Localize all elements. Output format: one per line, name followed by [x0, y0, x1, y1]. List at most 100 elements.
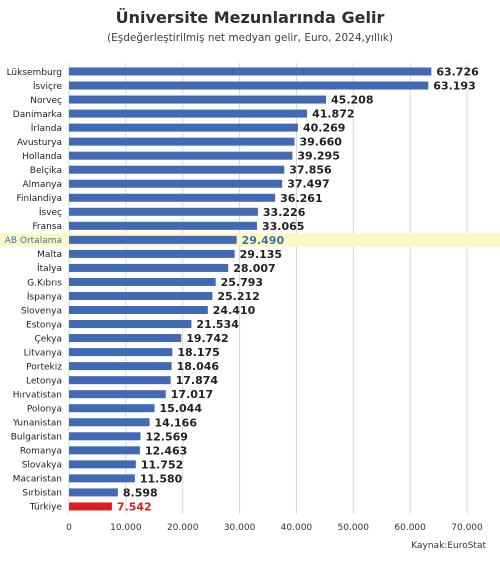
bar [69, 263, 229, 272]
category-label: Letonya [26, 376, 62, 386]
value-label: 12.463 [145, 444, 187, 457]
category-label: Çekya [34, 334, 62, 344]
bar [69, 179, 283, 188]
bar [69, 432, 141, 441]
x-axis-ticks: 0 10.000 20.000 30.000 40.000 50.000 60.000 70.… [66, 523, 483, 533]
value-label: 11.580 [140, 472, 183, 485]
bar [69, 404, 155, 413]
category-label: AB Ortalama [5, 236, 62, 246]
value-label: 11.752 [141, 458, 183, 471]
category-label: Belçika [30, 166, 62, 176]
bar [69, 376, 171, 385]
category-label: G.Kıbrıs [27, 278, 62, 288]
bar [69, 474, 135, 483]
value-label: 45.208 [331, 94, 373, 107]
category-label: Lüksemburg [7, 68, 62, 78]
category-label: Bulgaristan [11, 433, 62, 443]
category-label: İtalya [37, 263, 62, 274]
value-label: 7.542 [117, 500, 152, 513]
value-label: 8.598 [123, 486, 158, 499]
bar [69, 446, 140, 455]
value-label: 14.166 [155, 416, 198, 429]
bar [69, 320, 192, 329]
bar [69, 165, 285, 174]
value-label: 40.269 [303, 122, 345, 135]
value-label: 37.497 [287, 178, 329, 191]
bar [69, 390, 166, 399]
category-labels: Lüksemburg İsviçre Norveç Danimarka İrlanda A… [5, 68, 63, 513]
bar [69, 277, 216, 286]
category-label: Slovakya [22, 461, 62, 471]
bar [69, 488, 118, 497]
bar [69, 193, 276, 202]
bar [69, 502, 112, 511]
x-tick-label: 0 [66, 523, 72, 533]
bar [69, 151, 293, 160]
category-label: Portekiz [26, 362, 62, 372]
value-label: 24.410 [213, 304, 256, 317]
x-tick-label: 50.000 [338, 523, 370, 533]
bar [69, 291, 213, 300]
category-label: Hollanda [22, 152, 62, 162]
x-tick-label: 70.000 [451, 523, 483, 533]
value-label: 25.793 [221, 276, 263, 289]
category-label: İspanya [27, 291, 62, 302]
category-label: İsviçre [33, 81, 63, 92]
category-label: Türkiye [29, 503, 63, 513]
value-label: 39.295 [297, 150, 339, 163]
value-label: 17.874 [176, 374, 219, 387]
category-label: Fransa [32, 222, 62, 232]
value-label: 63.726 [436, 66, 479, 79]
category-label: Malta [37, 250, 62, 260]
category-label: Litvanya [24, 348, 62, 358]
bar [69, 109, 308, 118]
value-label: 33.226 [263, 206, 306, 219]
category-label: Yunanistan [12, 419, 62, 429]
value-label: 29.490 [242, 234, 285, 247]
x-tick-label: 40.000 [281, 523, 313, 533]
category-label: Slovenya [21, 306, 62, 316]
bar [69, 137, 295, 146]
bar [69, 348, 173, 357]
chart-subtitle: (Eşdeğerleştirilmiş net medyan gelir, Eu… [107, 32, 393, 44]
value-label: 33.065 [262, 220, 304, 233]
bar [69, 235, 237, 244]
value-label: 17.017 [171, 388, 213, 401]
value-label: 39.660 [299, 136, 342, 149]
category-label: Sırbistan [22, 489, 62, 499]
value-label: 19.742 [186, 332, 228, 345]
category-label: Danimarka [13, 110, 62, 120]
x-tick-label: 20.000 [167, 523, 199, 533]
x-tick-label: 60.000 [394, 523, 426, 533]
bar [69, 460, 136, 469]
bar [69, 249, 235, 258]
value-label: 15.044 [160, 402, 203, 415]
bar [69, 418, 150, 427]
category-label: Hırvatistan [13, 390, 62, 400]
source-note: Kaynak:EuroStat [411, 541, 486, 551]
bar [69, 221, 257, 230]
category-label: Estonya [26, 320, 62, 330]
bar [69, 95, 327, 104]
bars [69, 67, 432, 511]
bar [69, 67, 432, 76]
value-label: 29.135 [240, 248, 282, 261]
category-label: Avusturya [17, 138, 62, 148]
value-label: 63.193 [433, 80, 475, 93]
x-tick-label: 30.000 [224, 523, 256, 533]
value-label: 37.856 [289, 164, 332, 177]
bar [69, 207, 258, 216]
bar [69, 123, 298, 132]
bar [69, 306, 208, 315]
category-label: Finlandiya [16, 194, 62, 204]
value-label: 12.569 [145, 430, 187, 443]
category-label: Almanya [23, 180, 63, 190]
category-label: Norveç [30, 96, 62, 106]
value-label: 25.212 [217, 290, 259, 303]
bar [69, 81, 429, 90]
bar [69, 362, 172, 371]
value-label: 41.872 [312, 108, 354, 121]
category-label: İsveç [39, 207, 62, 218]
